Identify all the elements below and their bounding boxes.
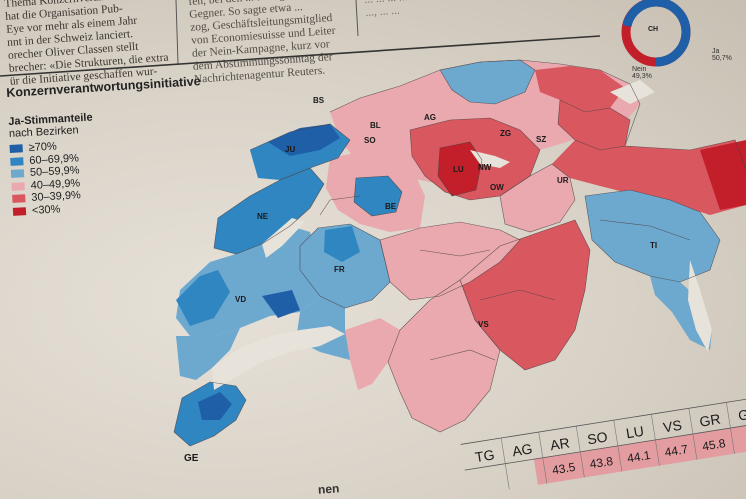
results-canton-code: AG [511, 440, 533, 459]
canton-label-bs: BS [313, 96, 325, 105]
results-column-divider [613, 420, 623, 472]
results-canton-value: 45.8 [701, 436, 727, 454]
results-table-group: TG AG AR 43.5 SO 43.8 LU 44.1 VS 44.7 GR 45.8 GL [460, 397, 746, 490]
donut-center-label: CH [648, 26, 659, 33]
region-ti [585, 190, 720, 282]
donut-ring [621, 0, 691, 67]
canton-label-ur: UR [557, 176, 569, 185]
region-ge-core [198, 392, 232, 420]
donut-no-value: 49,3% [632, 73, 652, 80]
region-sg-ar [558, 100, 630, 150]
region-fr-core [324, 226, 360, 262]
canton-label-zg: ZG [500, 129, 511, 138]
region-vs-west [388, 280, 500, 432]
donut-no-caption: Nein [632, 66, 647, 73]
results-column-divider [538, 432, 548, 484]
region-vaud-lausanne [262, 290, 300, 318]
region-gr [552, 140, 746, 215]
results-canton-code: GL [737, 405, 746, 424]
canton-label-ju: JU [285, 145, 295, 154]
lake-lucerne [470, 150, 510, 168]
results-cells: TG AG AR 43.5 SO 43.8 LU 44.1 VS 44.7 GR 45.8 GL [474, 402, 746, 490]
district-borders [173, 59, 746, 447]
results-column-divider [651, 414, 660, 466]
region-zurich [440, 60, 535, 104]
results-canton-value: 43.8 [589, 454, 615, 472]
results-canton-value: 43.5 [551, 460, 577, 478]
canton-label-ow: OW [490, 183, 504, 192]
canton-label-be: BE [385, 202, 397, 211]
national-result-donut: CH Nein 49,3% Ja 50,7% [600, 0, 746, 80]
canton-label-nw: NW [478, 163, 492, 172]
results-canton-code: SO [586, 428, 609, 447]
region-gr-east [700, 140, 746, 210]
region-ur [500, 164, 575, 232]
canton-label-vs: VS [478, 320, 489, 329]
canton-label-bl: BL [370, 121, 381, 130]
region-jura-north [268, 124, 340, 156]
results-canton-code: GR [698, 411, 721, 430]
canton-label-ti: TI [650, 241, 657, 250]
donut-yes-value: 50,7% [712, 55, 732, 62]
results-column-divider [688, 408, 698, 460]
region-vd-lakeshore [176, 328, 240, 380]
results-canton-code: VS [662, 417, 683, 436]
region-lu-core [438, 142, 482, 196]
results-canton-value: 44.7 [664, 442, 690, 460]
region-vd-west [176, 270, 230, 326]
region-fr [300, 224, 390, 308]
canton-label-vd: VD [235, 295, 246, 304]
lake-geneva [212, 326, 345, 390]
results-column-divider [726, 402, 735, 454]
results-canton-code: AR [549, 434, 571, 453]
canton-label-ge: GE [184, 453, 199, 464]
canton-label-ne: NE [257, 212, 269, 221]
results-column-divider [575, 426, 585, 478]
results-canton-code: LU [625, 423, 645, 442]
region-ti-south [650, 276, 712, 350]
canton-label-sz: SZ [536, 135, 546, 144]
lake-maggiore [688, 260, 712, 352]
results-canton-code: TG [474, 446, 496, 465]
region-vs-lower [345, 318, 400, 390]
donut-yes-share: Ja 50,7% [712, 48, 732, 62]
region-be-oberland [380, 222, 520, 300]
lake-neuchatel [262, 218, 305, 258]
region-east-north [535, 66, 625, 112]
canton-label-fr: FR [334, 265, 345, 274]
donut-no-share: Nein 49,3% [632, 66, 652, 80]
results-canton-value: 44.1 [626, 448, 652, 466]
canton-label-ag: AG [424, 113, 436, 122]
lake-constance [610, 80, 655, 104]
region-bern-city [354, 176, 402, 216]
results-red-band [533, 424, 746, 485]
region-ne [214, 168, 324, 254]
footer-fragment: nen [317, 481, 340, 497]
canton-label-so: SO [364, 136, 376, 145]
canton-label-lu: LU [453, 165, 464, 174]
donut-yes-caption: Ja [712, 48, 720, 55]
results-column-divider [500, 437, 510, 490]
